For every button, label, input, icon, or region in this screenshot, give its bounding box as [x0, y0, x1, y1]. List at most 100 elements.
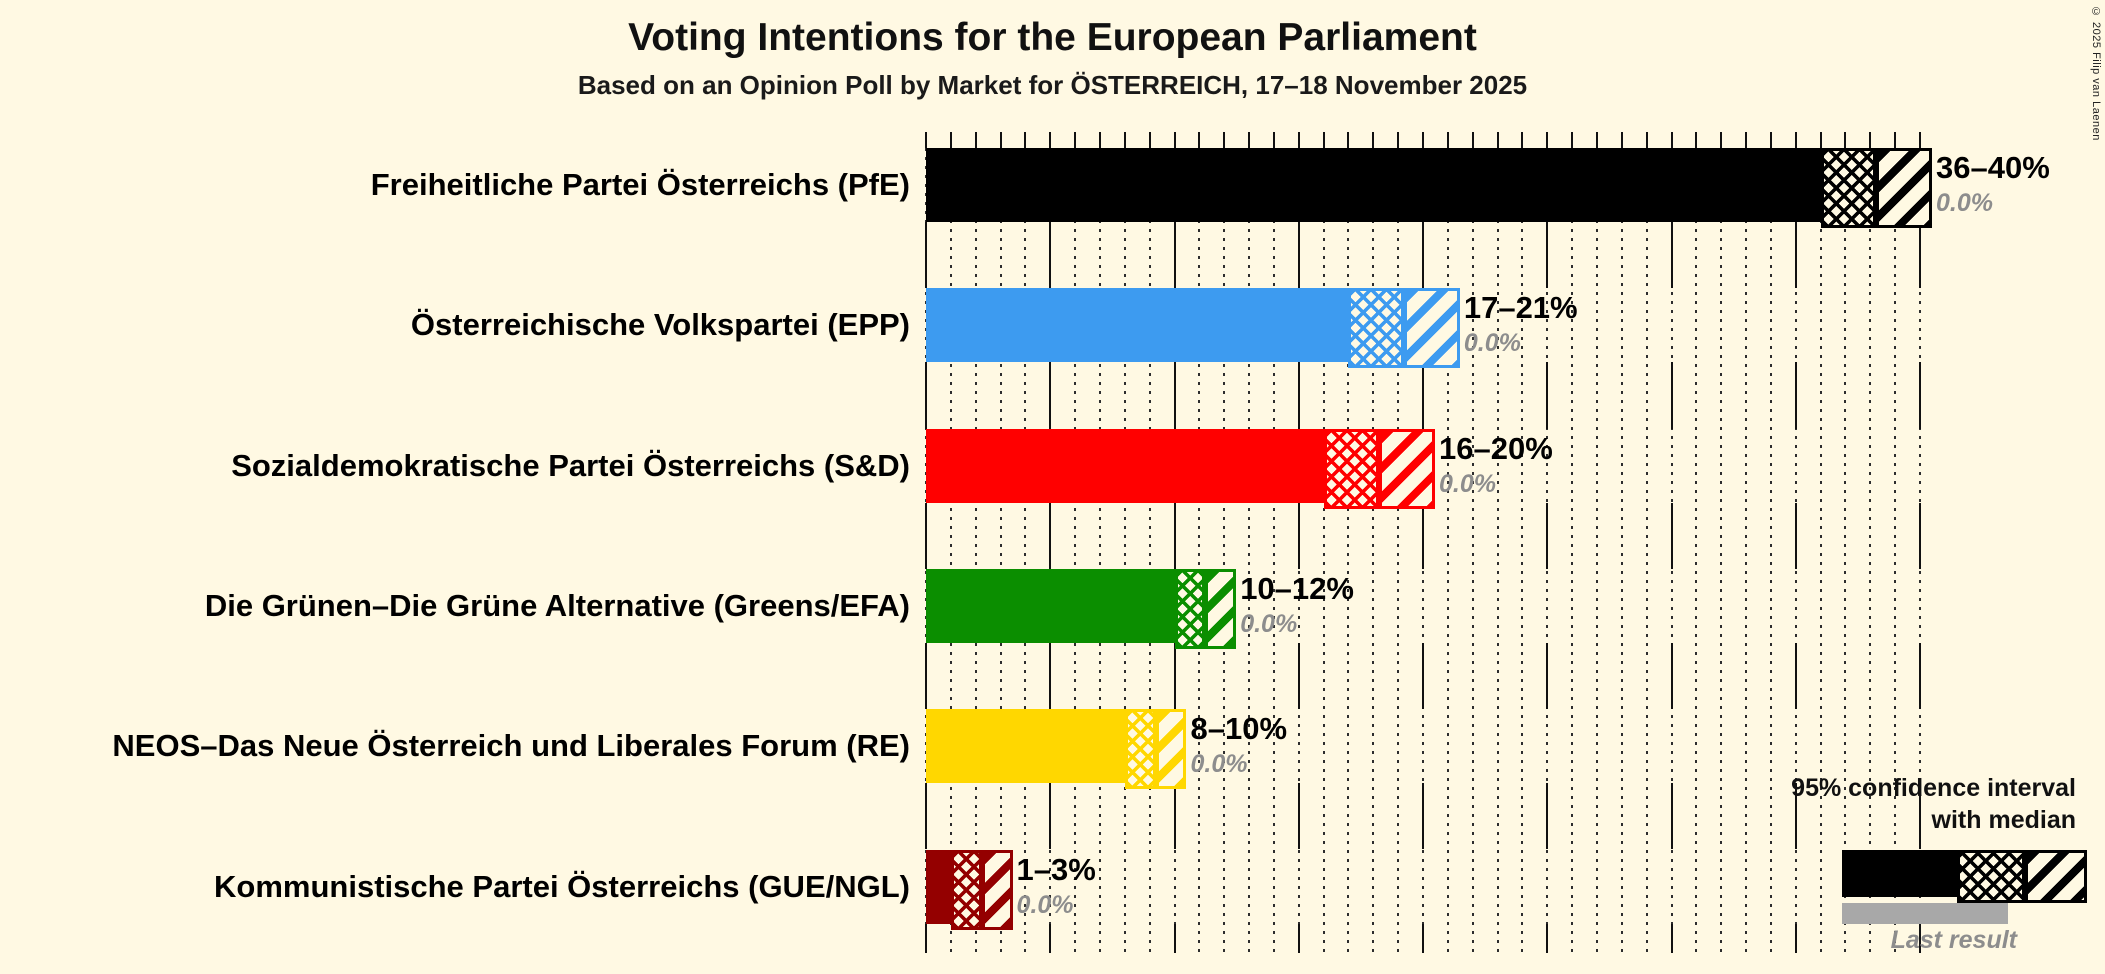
- axis-tick: [1074, 132, 1077, 148]
- gridline-major: [1919, 642, 1921, 710]
- axis-tick: [1322, 132, 1325, 148]
- gridline-major: [1297, 222, 1300, 289]
- gridline-major: [1794, 642, 1797, 710]
- gridline-minor: [999, 148, 1002, 953]
- axis-tick: [1496, 132, 1499, 148]
- bar-crosshatch-segment: [950, 849, 982, 930]
- party-label: Sozialdemokratische Partei Österreichs (…: [231, 447, 910, 483]
- gridline-minor: [1397, 148, 1400, 953]
- gridline-major: [1049, 923, 1052, 953]
- axis-tick: [1670, 132, 1673, 148]
- gridline-major: [1049, 362, 1052, 429]
- axis-tick: [1297, 132, 1300, 148]
- gridline-minor: [1123, 148, 1126, 953]
- gridline-major: [1546, 642, 1549, 710]
- ci-range-label: 1–3%: [1016, 851, 1096, 887]
- axis-tick: [1844, 132, 1847, 148]
- gridline-major: [1670, 923, 1673, 953]
- axis-tick: [1198, 132, 1201, 148]
- gridline-major: [1670, 642, 1673, 710]
- axis-tick: [1546, 132, 1549, 148]
- bar-crosshatch-segment: [1124, 709, 1156, 790]
- gridline-major: [925, 362, 927, 429]
- axis-tick: [1347, 132, 1350, 148]
- gridline-minor: [1024, 148, 1027, 953]
- bar-crosshatch-segment: [1323, 428, 1380, 509]
- gridline-minor: [1645, 148, 1648, 953]
- gridline-minor: [1720, 148, 1723, 953]
- bar-solid-segment: [926, 568, 1175, 643]
- bar-solid-segment: [926, 709, 1125, 784]
- gridline-minor: [1844, 148, 1847, 953]
- bar-crosshatch-segment: [1348, 288, 1405, 369]
- gridline-major: [1670, 362, 1673, 429]
- gridline-major: [1794, 783, 1797, 850]
- axis-tick: [1894, 132, 1897, 148]
- gridline-major: [1173, 923, 1176, 953]
- axis-tick: [1794, 132, 1797, 148]
- party-label: Freiheitliche Partei Österreichs (PfE): [370, 167, 910, 202]
- party-row: Österreichische Volkspartei (EPP) 17–21%…: [0, 288, 2105, 369]
- gridline-major: [1919, 783, 1921, 850]
- gridline-minor: [1595, 148, 1598, 953]
- last-result-label: 0.0%: [1936, 189, 1993, 217]
- gridline-minor: [1620, 148, 1623, 953]
- gridline-minor: [1894, 148, 1897, 953]
- party-row: Die Grünen–Die Grüne Alternative (Greens…: [0, 568, 2105, 649]
- bar-diagonal-segment: [1379, 428, 1435, 509]
- party-row: NEOS–Das Neue Österreich und Liberales F…: [0, 709, 2105, 790]
- axis-tick: [1471, 132, 1474, 148]
- gridline-minor: [1098, 148, 1101, 953]
- party-label: NEOS–Das Neue Österreich und Liberales F…: [112, 728, 910, 764]
- axis-tick: [1769, 132, 1772, 148]
- axis-tick: [1422, 132, 1424, 148]
- gridline-minor: [1869, 148, 1872, 953]
- gridline-major: [1422, 783, 1424, 850]
- axis-tick: [1098, 132, 1101, 148]
- party-label: Die Grünen–Die Grüne Alternative (Greens…: [204, 587, 910, 623]
- gridline-major: [1794, 222, 1797, 289]
- gridline-minor: [1223, 148, 1226, 953]
- confidence-interval-bar: [926, 428, 1435, 509]
- axis-tick: [1521, 132, 1524, 148]
- axis-tick: [1372, 132, 1375, 148]
- ci-range-label: 16–20%: [1439, 430, 1553, 466]
- gridline-major: [1422, 222, 1424, 289]
- confidence-interval-bar: [926, 288, 1460, 369]
- gridline-major: [1546, 362, 1549, 429]
- gridline-minor: [1198, 148, 1201, 953]
- bar-diagonal-segment: [1205, 568, 1237, 649]
- bar-diagonal-segment: [981, 849, 1013, 930]
- ci-range-label: 10–12%: [1240, 570, 1354, 606]
- axis-tick: [974, 132, 977, 148]
- gridline-minor: [1769, 148, 1772, 953]
- axis-tick: [1446, 132, 1449, 148]
- gridline-major: [1546, 923, 1549, 953]
- gridline-major: [1049, 502, 1052, 569]
- gridline-minor: [1695, 148, 1698, 953]
- party-label: Österreichische Volkspartei (EPP): [410, 307, 910, 343]
- axis-tick: [1223, 132, 1226, 148]
- last-result-label: 0.0%: [1439, 469, 1496, 498]
- axis-tick: [925, 132, 927, 148]
- gridline-minor: [974, 148, 977, 953]
- legend-sample-crosshatch-segment: [1957, 850, 2025, 903]
- gridline-minor: [1496, 148, 1499, 953]
- copyright-notice: © 2025 Filip van Laenen: [2090, 6, 2102, 141]
- axis-tick: [1024, 132, 1027, 148]
- bar-solid-segment: [926, 428, 1324, 503]
- ci-range-label: 17–21%: [1463, 290, 1578, 326]
- axis-tick: [1397, 132, 1400, 148]
- axis-tick: [1571, 132, 1574, 148]
- legend-last-result-bar: [1842, 903, 2008, 924]
- legend-sample-solid-segment: [1842, 850, 1957, 897]
- gridline-major: [1173, 502, 1176, 569]
- axis-tick: [1869, 132, 1872, 148]
- axis-tick: [1049, 132, 1052, 148]
- axis-tick: [1148, 132, 1151, 148]
- gridline-major: [1422, 502, 1424, 569]
- bar-solid-segment: [926, 148, 1821, 222]
- legend-sample-diagonal-segment: [2025, 850, 2087, 903]
- gridline-major: [1794, 362, 1797, 429]
